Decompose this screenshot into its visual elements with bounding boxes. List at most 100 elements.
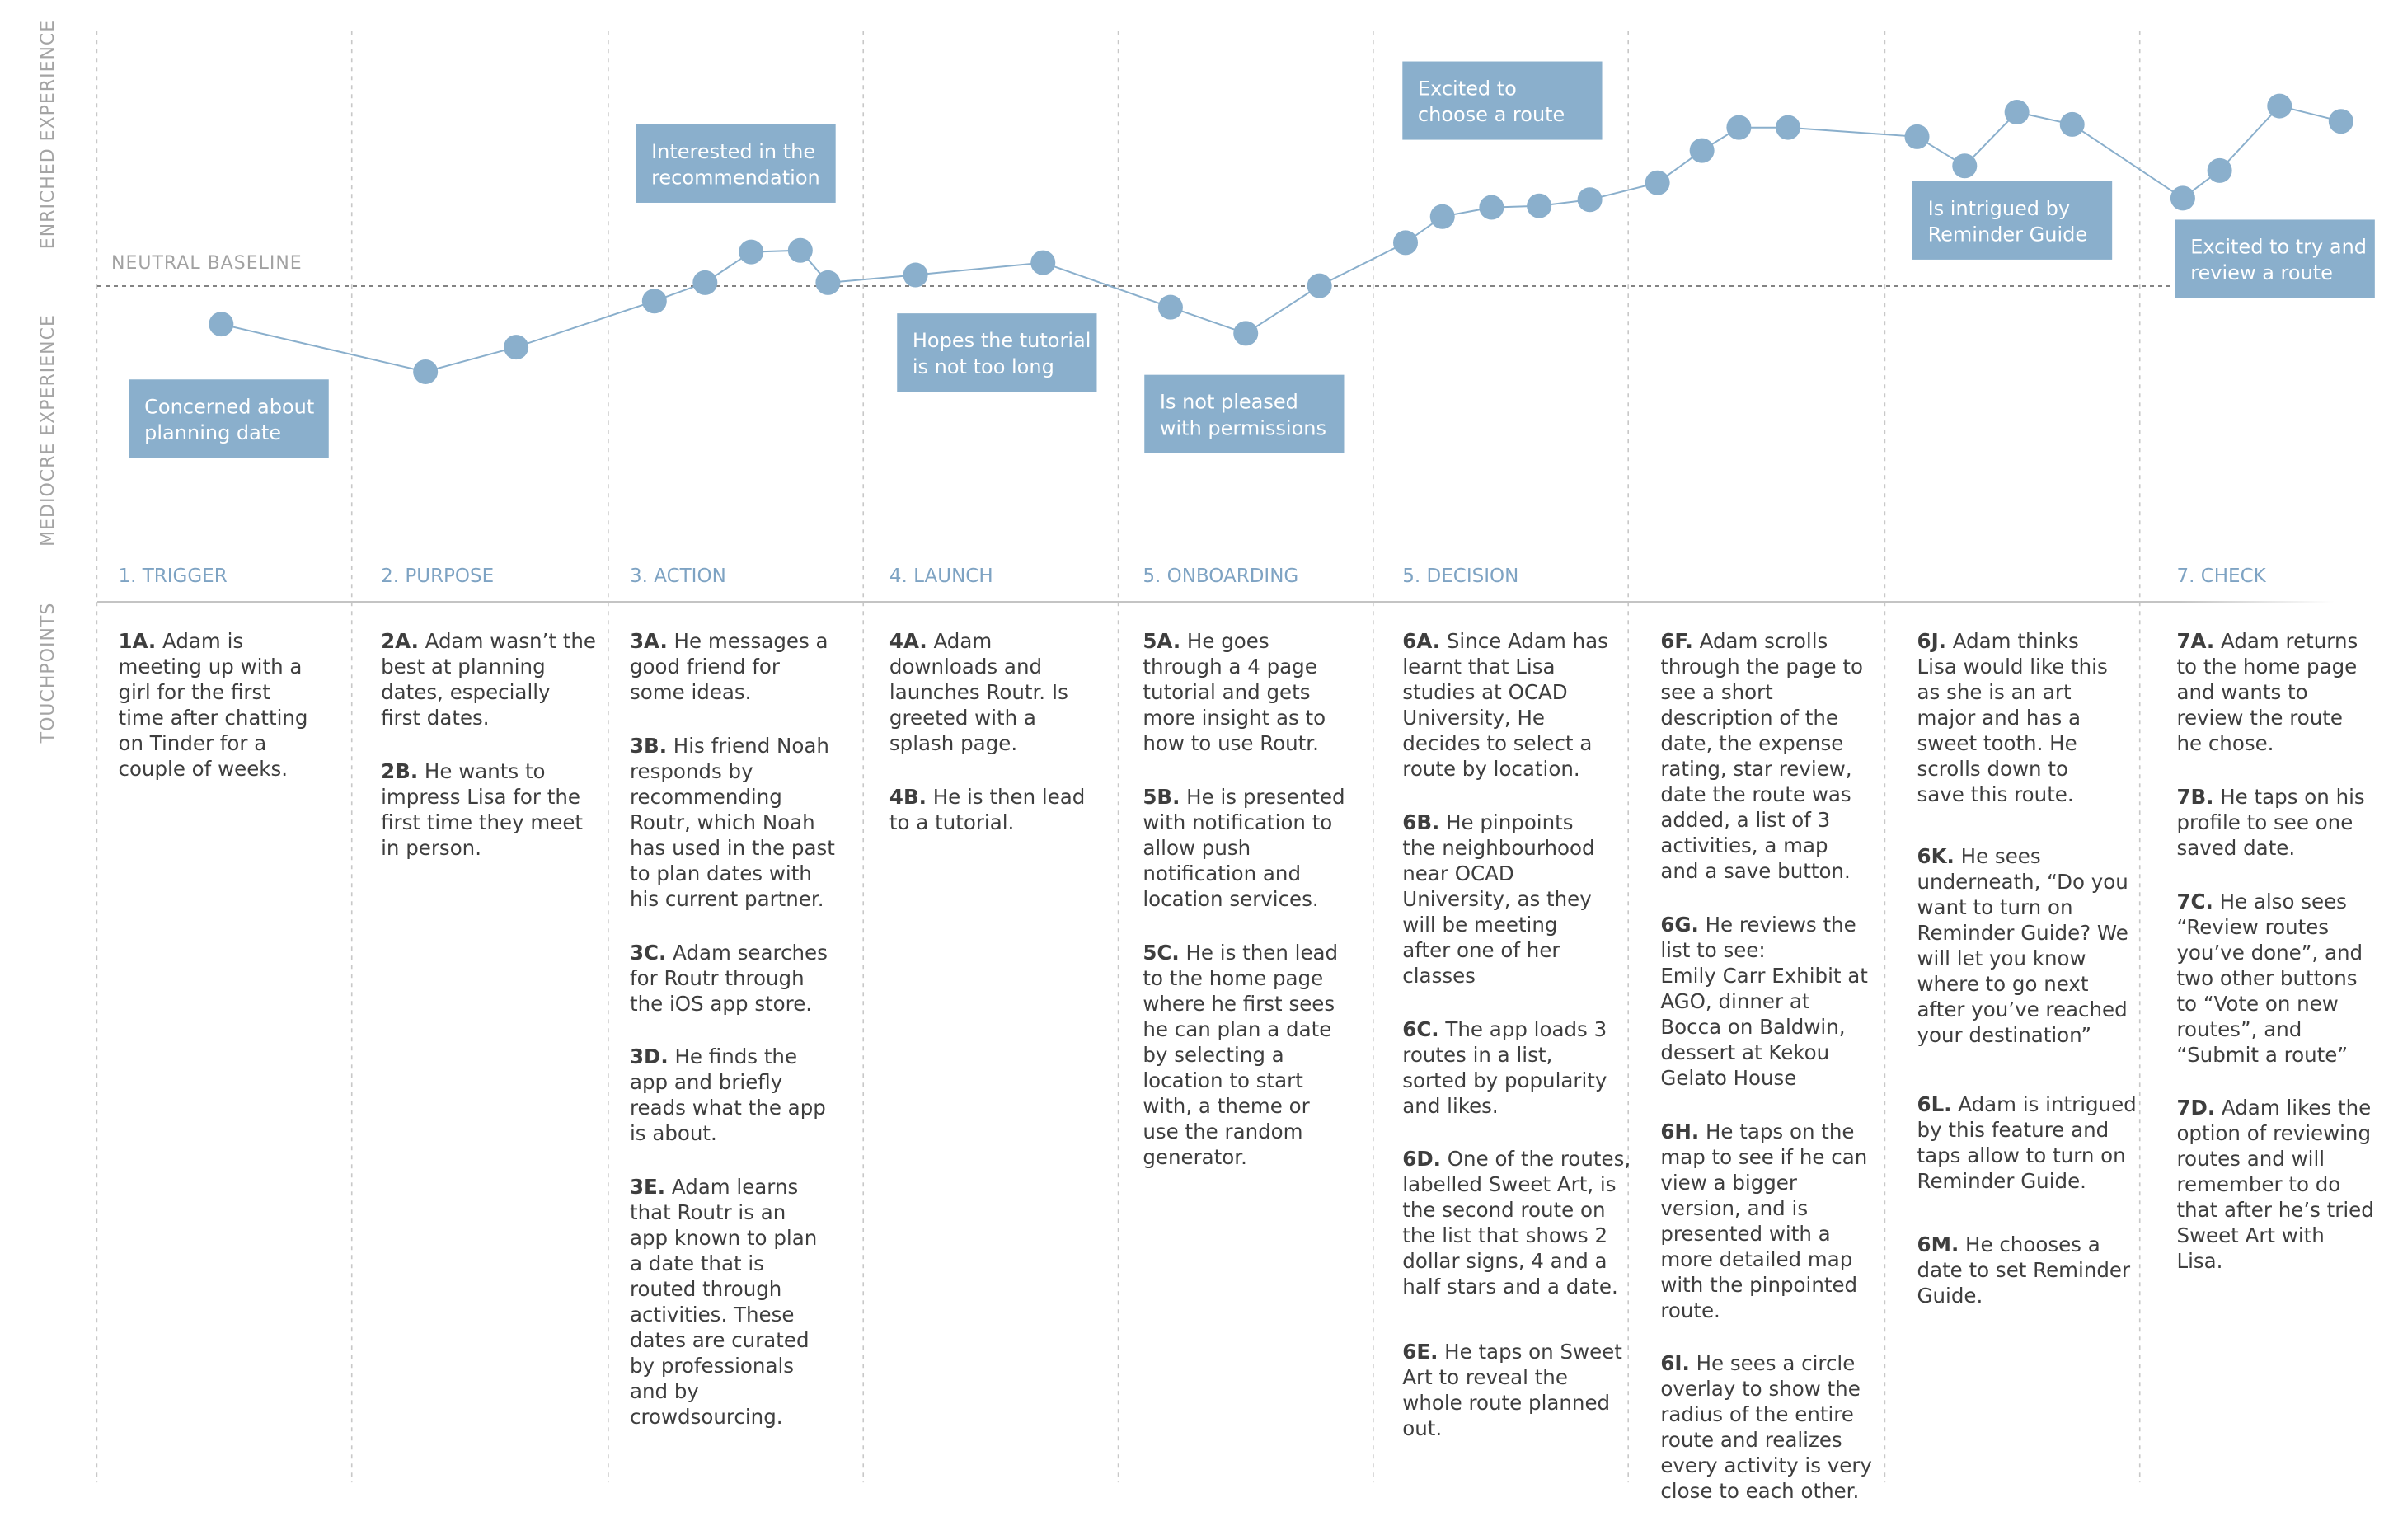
touchpoint-line: more insight as to [1143, 706, 1326, 730]
touchpoint-line: will let you know [1917, 946, 2086, 971]
touchpoint-line: greeted with a [889, 706, 1036, 730]
callout-text: Is intrigued by [1928, 197, 2071, 220]
touchpoint-line: scrolls down to [1917, 757, 2068, 781]
touchpoint-code: 2B. [381, 758, 419, 783]
touchpoint-line: to the home page [2176, 655, 2358, 678]
touchpoint-line: date the route was [1660, 782, 1851, 806]
touchpoint-line: profile to see one [2176, 810, 2353, 834]
touchpoint-code: 4B. [889, 784, 927, 809]
touchpoint-line: Adam is intrigued [1951, 1092, 2137, 1117]
touchpoint-line: out. [1402, 1416, 1443, 1440]
touchpoint-line: activities, a map [1660, 833, 1828, 857]
touchpoint-line: girl for the first [118, 680, 270, 704]
touchpoint-entry: 6E. He taps on Sweet Art to reveal the who… [1402, 1339, 1651, 1441]
touchpoint-line: dessert at Kekou [1660, 1040, 1830, 1064]
touchpoint-line: He wants to [418, 758, 546, 783]
touchpoint-line: the neighbourhood [1402, 835, 1595, 860]
touchpoint-line: version, and is [1660, 1195, 1809, 1220]
experience-point-27 [2170, 185, 2195, 211]
touchpoint-line: He sees [1954, 844, 2041, 869]
touchpoint-line: Art to reveal the [1402, 1364, 1568, 1389]
touchpoint-entry: 6F. Adam scrolls through the page to see a… [1660, 628, 1908, 884]
touchpoint-line: in person. [381, 835, 481, 860]
touchpoint-line: sweet tooth. He [1917, 731, 2077, 755]
touchpoint-line: Gelato House [1660, 1065, 1797, 1090]
touchpoint-line: some ideas. [629, 680, 752, 704]
touchpoint-line: first time they meet [381, 810, 584, 834]
touchpoint-line: by selecting a [1143, 1042, 1284, 1067]
touchpoint-column-6: 6A. Since Adam has learnt that Lisa studie… [1402, 628, 1651, 1441]
touchpoint-code: 3B. [629, 733, 668, 758]
touchpoint-line: decides to select a [1402, 731, 1593, 755]
touchpoint-line: responds by [629, 758, 753, 783]
touchpoint-line: map to see if he can [1660, 1144, 1868, 1169]
touchpoint-line: want to turn on [1917, 895, 2073, 920]
callout-box [1912, 181, 2113, 260]
touchpoint-line: where he first sees [1143, 991, 1335, 1016]
touchpoint-entry: 6H. He taps on the map to see if he can vi… [1660, 1119, 1908, 1323]
touchpoint-code: 7D. [2176, 1096, 2216, 1120]
touchpoint-entry: 6I. He sees a circle overlay to show the r… [1660, 1350, 1908, 1504]
touchpoint-line: rating, star review, [1660, 757, 1852, 781]
touchpoint-line: He finds the [668, 1045, 798, 1069]
touchpoint-line: meeting up with a [118, 655, 303, 678]
touchpoint-line: review the route [2176, 706, 2343, 730]
touchpoint-line: route. [1660, 1298, 1720, 1322]
phase-label-4: 4. LAUNCH [889, 566, 993, 587]
touchpoint-line: He messages a [667, 629, 828, 653]
phase-label-5: 5. ONBOARDING [1143, 566, 1298, 587]
touchpoint-code: 5C. [1143, 940, 1180, 965]
touchpoint-line: every activity is very [1660, 1453, 1872, 1478]
touchpoint-entry: 5C. He is then lead to the home page where… [1143, 940, 1393, 1170]
touchpoint-code: 6H. [1660, 1119, 1700, 1143]
callout-box [129, 379, 329, 458]
touchpoint-line: couple of weeks. [118, 757, 289, 781]
touchpoint-entry: 4A. Adam downloads and launches Routr. Is g… [889, 628, 1133, 756]
touchpoint-column-3: 3A. He messages a good friend for some ide… [630, 628, 880, 1430]
callout-2: Interested in the recommendation [636, 124, 836, 203]
touchpoint-entry: 1A. Adam is meeting up with a girl for the… [118, 628, 371, 782]
touchpoint-code: 4A. [889, 629, 927, 653]
touchpoint-line: route by location. [1402, 757, 1580, 781]
touchpoint-line: date to set Reminder [1917, 1258, 2131, 1283]
touchpoint-entry: 6K. He sees underneath, “Do you want to tu… [1917, 843, 2168, 1048]
touchpoint-line: save this route. [1917, 782, 2074, 806]
touchpoint-code: 6L. [1917, 1092, 1952, 1117]
touchpoint-line: by this feature and [1917, 1118, 2109, 1143]
touchpoint-column-1: 1A. Adam is meeting up with a girl for the… [118, 628, 371, 782]
experience-point-1 [209, 312, 234, 337]
phase-label-2: 2. PURPOSE [381, 566, 494, 587]
touchpoint-line: Adam thinks [1946, 629, 2079, 653]
touchpoint-line: Adam learns [665, 1175, 799, 1200]
experience-point-23 [1904, 124, 1930, 149]
experience-point-2 [413, 359, 439, 384]
touchpoint-line: He also sees [2213, 889, 2347, 913]
touchpoint-line: learnt that Lisa [1402, 655, 1556, 678]
phase-labels: 1. TRIGGER 2. PURPOSE 3. ACTION 4. LAUNCH 5.… [118, 566, 2266, 587]
touchpoint-code: 6K. [1917, 844, 1955, 869]
touchpoint-code: 3C. [629, 940, 667, 965]
touchpoint-line: sorted by popularity [1402, 1068, 1607, 1092]
callout-text: Concerned about [144, 395, 314, 418]
touchpoint-line: he can plan a date [1143, 1016, 1332, 1041]
touchpoint-line: half stars and a date. [1402, 1275, 1618, 1299]
experience-points [209, 93, 2353, 384]
touchpoint-column-9: 7A. Adam returns to the home page and want… [2176, 628, 2374, 1274]
touchpoint-line: through a 4 page [1143, 655, 1317, 678]
touchpoint-line: Reminder Guide? We [1917, 921, 2128, 946]
touchpoint-line: routes in a list, [1402, 1042, 1553, 1067]
touchpoint-line: by professionals [629, 1354, 795, 1378]
touchpoint-code: 6J. [1917, 629, 1946, 653]
column-dividers [96, 31, 2141, 1483]
experience-point-9 [903, 262, 928, 288]
callout-text: choose a route [1418, 103, 1565, 126]
touchpoint-line: his current partner. [629, 886, 824, 911]
touchpoint-line: description of the [1660, 706, 1838, 730]
touchpoint-line: Adam scrolls [1692, 629, 1828, 653]
touchpoint-line: date, the expense [1660, 731, 1844, 755]
touchpoint-code: 5B. [1143, 784, 1180, 809]
touchpoint-line: added, a list of 3 [1660, 808, 1831, 832]
touchpoint-column-2: 2A. Adam wasn’t the best at planning dates… [381, 628, 621, 861]
